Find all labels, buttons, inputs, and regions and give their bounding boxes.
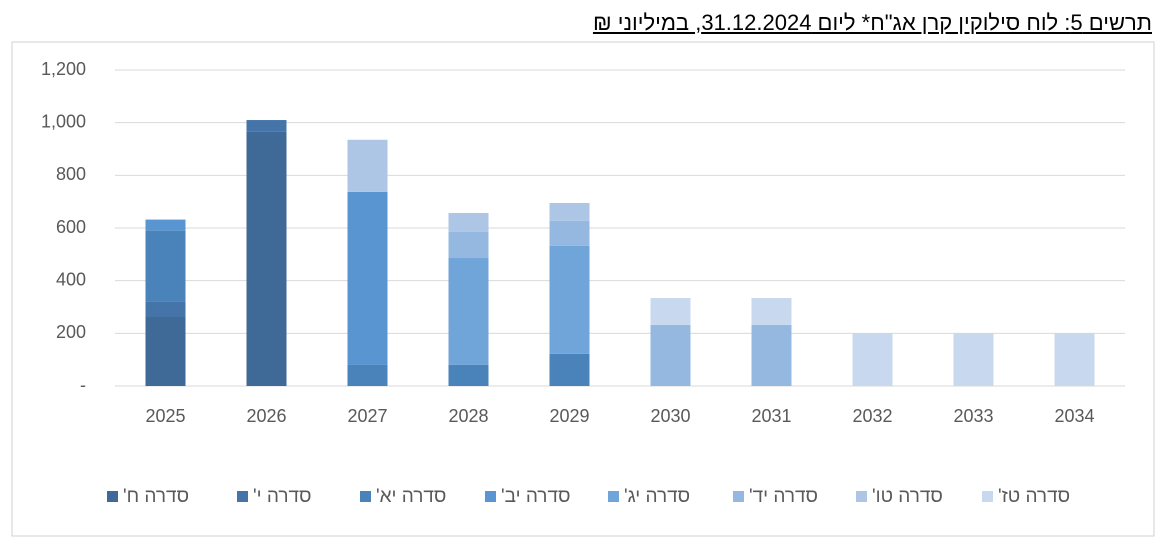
x-tick-label: 2025 xyxy=(145,406,185,426)
y-tick-label: 200 xyxy=(56,322,86,342)
legend-swatch xyxy=(360,491,371,502)
legend-swatch xyxy=(856,491,867,502)
x-tick-label: 2034 xyxy=(1054,406,1094,426)
bar-segment xyxy=(650,298,691,325)
bar-segment xyxy=(852,333,893,386)
legend-swatch xyxy=(107,491,118,502)
y-tick-label: 600 xyxy=(56,217,86,237)
y-tick-label: 800 xyxy=(56,164,86,184)
legend-swatch xyxy=(733,491,744,502)
bar-segment xyxy=(448,258,489,365)
legend-label: סדרה יב' xyxy=(501,486,570,507)
x-tick-label: 2033 xyxy=(953,406,993,426)
y-tick-label: 400 xyxy=(56,269,86,289)
legend: סדרה ח' סדרה י' סדרה יא' סדרה יב' סדרה יג' סד… xyxy=(107,486,1070,507)
bar-segment xyxy=(448,212,489,232)
bar-segment xyxy=(549,353,590,386)
bar-segment xyxy=(145,317,186,386)
bar-segment xyxy=(1054,333,1095,386)
bar-segment xyxy=(145,219,186,231)
bar-segment xyxy=(448,364,489,386)
legend-swatch xyxy=(608,491,619,502)
bar-segment xyxy=(347,364,388,386)
bar-segment xyxy=(549,202,590,221)
bar-segment xyxy=(145,301,186,318)
bar-segment xyxy=(650,324,691,386)
y-tick-label: - xyxy=(80,375,86,395)
legend-label: סדרה טז' xyxy=(998,486,1070,507)
x-tick-label: 2027 xyxy=(347,406,387,426)
chart-frame xyxy=(11,41,1155,537)
bar-segment xyxy=(347,191,388,365)
x-tick-label: 2032 xyxy=(852,406,892,426)
legend-label: סדרה ח' xyxy=(123,486,189,507)
bar-segment xyxy=(751,324,792,386)
bar-segment xyxy=(751,298,792,325)
bar-segment xyxy=(246,120,287,132)
x-tick-label: 2028 xyxy=(448,406,488,426)
legend-label: סדרה י' xyxy=(253,486,311,507)
bar-segment xyxy=(953,333,994,386)
bar-segment xyxy=(145,230,186,302)
legend-label: סדרה יג' xyxy=(624,486,690,507)
x-tick-label: 2031 xyxy=(751,406,791,426)
bar-segment xyxy=(347,139,388,192)
x-tick-label: 2029 xyxy=(549,406,589,426)
legend-swatch xyxy=(485,491,496,502)
bar-segment xyxy=(448,231,489,259)
y-tick-label: 1,000 xyxy=(41,111,86,131)
x-tick-label: 2030 xyxy=(650,406,690,426)
legend-swatch xyxy=(982,491,993,502)
legend-label: סדרה טו' xyxy=(872,486,943,507)
bar-segment xyxy=(246,131,287,386)
bar-segment xyxy=(549,245,590,354)
y-tick-label: 1,200 xyxy=(41,59,86,79)
legend-label: סדרה יד' xyxy=(749,486,818,507)
bar-segment xyxy=(549,220,590,246)
chart-title: תרשים 5: לוח סילוקין קרן אג"ח* ליום 31.1… xyxy=(592,10,1152,35)
legend-swatch xyxy=(237,491,248,502)
legend-label: סדרה יא' xyxy=(376,486,446,507)
x-tick-label: 2026 xyxy=(246,406,286,426)
